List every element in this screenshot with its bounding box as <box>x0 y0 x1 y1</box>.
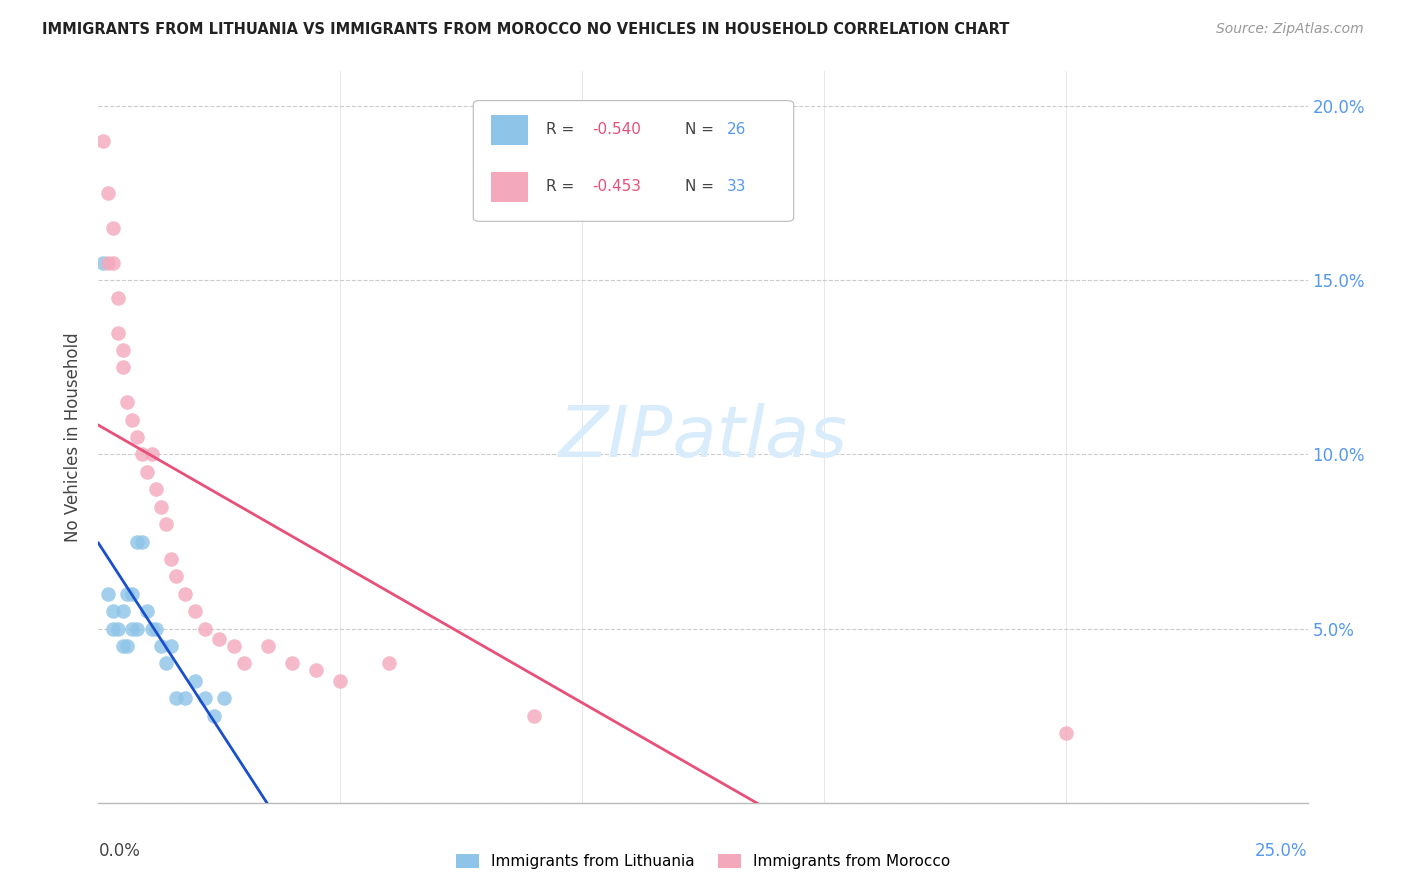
Point <box>160 639 183 653</box>
Point <box>150 500 173 514</box>
Text: 33: 33 <box>727 179 747 194</box>
Point <box>184 604 207 618</box>
Point <box>150 639 173 653</box>
Point <box>117 639 139 653</box>
Point <box>101 256 124 270</box>
Point <box>232 657 254 671</box>
Point <box>305 664 328 678</box>
Point <box>155 657 177 671</box>
Bar <box>492 115 527 145</box>
Point <box>194 691 217 706</box>
Point <box>121 412 143 426</box>
Point <box>256 639 278 653</box>
Text: N =: N = <box>685 122 718 137</box>
Point <box>97 256 120 270</box>
Point <box>131 448 153 462</box>
Text: 25.0%: 25.0% <box>1256 842 1308 860</box>
Point <box>174 587 197 601</box>
Point <box>117 395 139 409</box>
Legend: Immigrants from Lithuania, Immigrants from Morocco: Immigrants from Lithuania, Immigrants fr… <box>450 848 956 875</box>
Point <box>212 691 235 706</box>
Point <box>165 691 187 706</box>
Point <box>329 673 352 688</box>
Point <box>107 291 129 305</box>
Point <box>127 622 149 636</box>
Point <box>141 622 163 636</box>
Text: -0.540: -0.540 <box>592 122 641 137</box>
Point <box>377 657 399 671</box>
Text: ZIPatlas: ZIPatlas <box>558 402 848 472</box>
Point <box>121 622 143 636</box>
Text: R =: R = <box>546 122 579 137</box>
Point <box>97 186 120 201</box>
Point <box>194 622 217 636</box>
Point <box>91 134 114 148</box>
Text: R =: R = <box>546 179 579 194</box>
Point <box>1054 726 1077 740</box>
Point <box>121 587 143 601</box>
Point <box>204 708 226 723</box>
Point <box>111 360 134 375</box>
Point <box>281 657 304 671</box>
Point <box>117 587 139 601</box>
Point <box>145 622 167 636</box>
Point <box>107 622 129 636</box>
Point <box>174 691 197 706</box>
Text: IMMIGRANTS FROM LITHUANIA VS IMMIGRANTS FROM MOROCCO NO VEHICLES IN HOUSEHOLD CO: IMMIGRANTS FROM LITHUANIA VS IMMIGRANTS … <box>42 22 1010 37</box>
Point <box>155 517 177 532</box>
Point <box>101 622 124 636</box>
Point <box>145 483 167 497</box>
Point <box>523 708 546 723</box>
Point <box>184 673 207 688</box>
Y-axis label: No Vehicles in Household: No Vehicles in Household <box>65 332 83 542</box>
Point <box>101 604 124 618</box>
Point <box>127 534 149 549</box>
Point <box>91 256 114 270</box>
Bar <box>492 172 527 202</box>
Point <box>131 534 153 549</box>
Point <box>111 343 134 357</box>
Point <box>97 587 120 601</box>
Point <box>135 604 157 618</box>
Text: 0.0%: 0.0% <box>98 842 141 860</box>
Point <box>141 448 163 462</box>
Point <box>208 632 231 646</box>
Text: -0.453: -0.453 <box>592 179 641 194</box>
Point <box>101 221 124 235</box>
Text: 26: 26 <box>727 122 747 137</box>
Point <box>165 569 187 583</box>
Point <box>111 639 134 653</box>
Point <box>160 552 183 566</box>
Point <box>127 430 149 444</box>
FancyBboxPatch shape <box>474 101 793 221</box>
Point <box>107 326 129 340</box>
Point <box>111 604 134 618</box>
Point <box>135 465 157 479</box>
Text: N =: N = <box>685 179 718 194</box>
Point <box>222 639 245 653</box>
Text: Source: ZipAtlas.com: Source: ZipAtlas.com <box>1216 22 1364 37</box>
